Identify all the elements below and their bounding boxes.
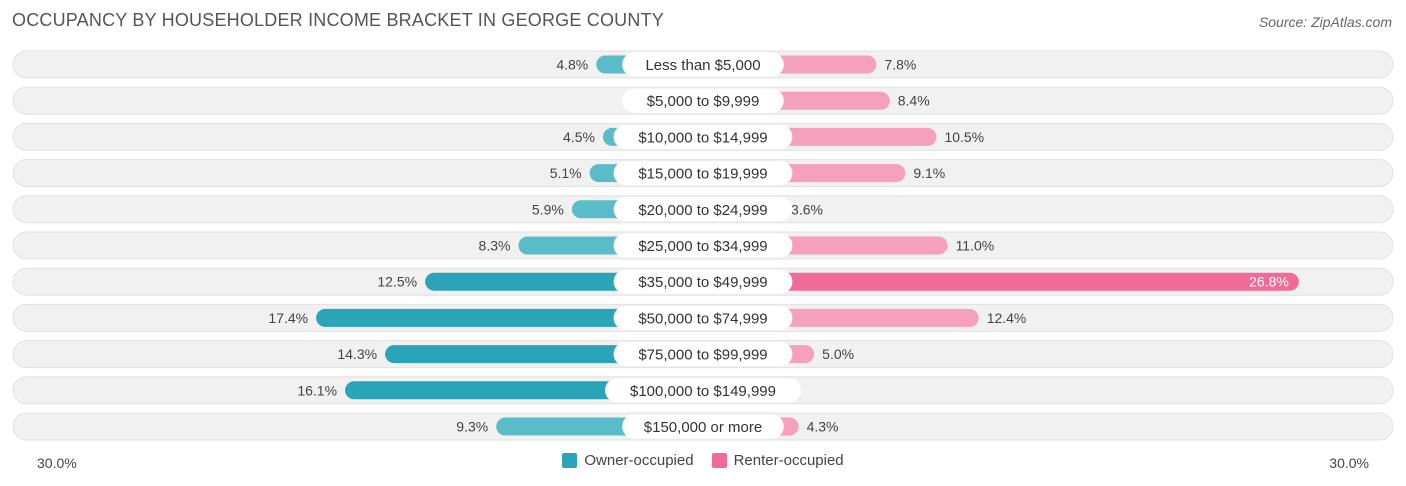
category-label: $35,000 to $49,999 xyxy=(638,274,767,291)
owner-value-label: 5.1% xyxy=(550,165,582,181)
owner-bar xyxy=(316,308,703,327)
legend-item-owner[interactable]: Owner-occupied xyxy=(562,452,694,469)
category-label: $75,000 to $99,999 xyxy=(638,347,767,364)
category-label: $5,000 to $9,999 xyxy=(647,93,760,110)
owner-value-label: 14.3% xyxy=(337,346,377,362)
owner-value-label: 4.8% xyxy=(556,57,588,73)
axis-label-right: 30.0% xyxy=(1329,455,1369,471)
category-pill xyxy=(613,124,793,149)
renter-value-label: 11.0% xyxy=(956,238,995,254)
source-label: Source: ZipAtlas.com xyxy=(1258,14,1392,30)
owner-value-label: 9.3% xyxy=(456,419,488,435)
category-pill xyxy=(613,161,793,186)
legend-item-renter[interactable]: Renter-occupied xyxy=(711,452,844,469)
category-label: $150,000 or more xyxy=(644,419,762,436)
renter-value-label: 8.4% xyxy=(898,93,930,109)
category-pill xyxy=(613,233,793,258)
legend: Owner-occupied Renter-occupied xyxy=(0,452,1406,469)
renter-value-label: 12.4% xyxy=(987,310,1027,326)
owner-value-label: 12.5% xyxy=(377,274,417,290)
category-label: $15,000 to $19,999 xyxy=(638,166,767,183)
category-pill xyxy=(622,88,784,113)
legend-swatch-owner xyxy=(562,453,578,468)
category-pill xyxy=(613,305,793,330)
category-pill xyxy=(622,52,784,77)
renter-value-label: 7.8% xyxy=(884,57,916,73)
renter-value-label: 5.0% xyxy=(822,346,854,362)
axis-label-left: 30.0% xyxy=(37,455,77,471)
owner-value-label: 5.9% xyxy=(532,201,564,217)
renter-bar xyxy=(703,272,1299,291)
renter-value-label: 26.8% xyxy=(1249,274,1289,290)
renter-value-label: 9.1% xyxy=(913,165,945,181)
category-label: Less than $5,000 xyxy=(645,57,760,74)
owner-value-label: 4.5% xyxy=(563,129,595,145)
owner-value-label: 17.4% xyxy=(268,310,308,326)
owner-value-label: 8.3% xyxy=(479,238,511,254)
owner-value-label: 16.1% xyxy=(297,382,337,398)
legend-swatch-renter xyxy=(711,453,727,468)
category-label: $20,000 to $24,999 xyxy=(638,202,767,219)
renter-value-label: 3.6% xyxy=(791,201,823,217)
category-label: $25,000 to $34,999 xyxy=(638,238,767,255)
renter-value-label: 4.3% xyxy=(807,419,839,435)
category-label: $100,000 to $149,999 xyxy=(630,383,776,400)
category-pill xyxy=(613,342,793,367)
renter-value-label: 10.5% xyxy=(944,129,984,145)
category-pill xyxy=(613,269,793,294)
legend-label-owner: Owner-occupied xyxy=(584,452,694,469)
category-pill xyxy=(613,197,793,222)
category-label: $50,000 to $74,999 xyxy=(638,310,767,327)
category-label: $10,000 to $14,999 xyxy=(638,129,767,146)
category-pill xyxy=(605,378,801,403)
chart-title: OCCUPANCY BY HOUSEHOLDER INCOME BRACKET … xyxy=(12,10,664,30)
category-pill xyxy=(622,414,784,439)
legend-label-renter: Renter-occupied xyxy=(733,452,844,469)
